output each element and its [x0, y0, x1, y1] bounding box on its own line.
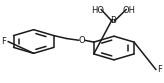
Text: F: F [1, 37, 6, 46]
Text: F: F [157, 65, 162, 74]
Text: OH: OH [123, 6, 136, 15]
Text: O: O [79, 36, 85, 45]
Text: HO: HO [91, 6, 104, 15]
Text: B: B [110, 16, 116, 25]
